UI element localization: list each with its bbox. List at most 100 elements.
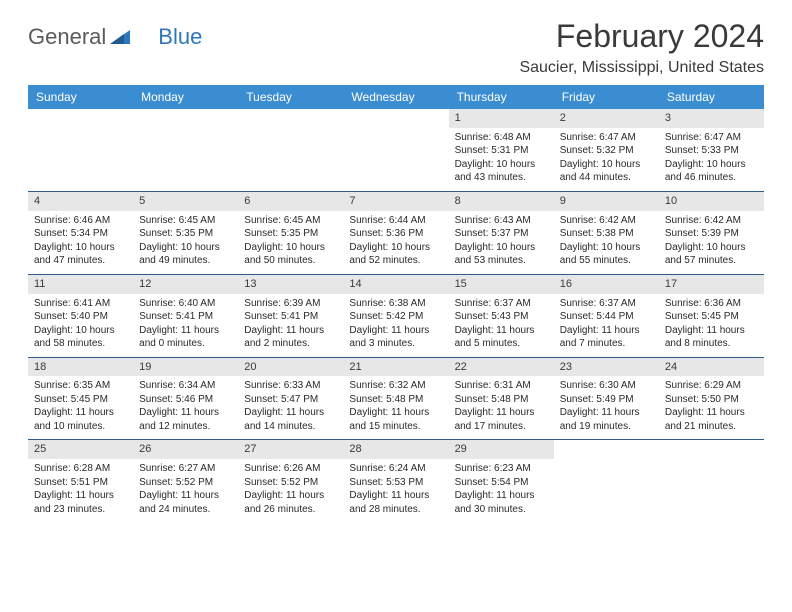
day-cell: 16Sunrise: 6:37 AMSunset: 5:44 PMDayligh… — [554, 275, 659, 357]
day-cell: 20Sunrise: 6:33 AMSunset: 5:47 PMDayligh… — [238, 358, 343, 440]
sunrise-line: Sunrise: 6:47 AM — [560, 131, 653, 145]
day-cell: 29Sunrise: 6:23 AMSunset: 5:54 PMDayligh… — [449, 440, 554, 522]
daylight-line: Daylight: 10 hours and 46 minutes. — [665, 158, 758, 185]
sunrise-line: Sunrise: 6:37 AM — [455, 297, 548, 311]
header: General Blue February 2024 Saucier, Miss… — [28, 18, 764, 77]
day-number: 28 — [343, 440, 448, 459]
day-number: 27 — [238, 440, 343, 459]
day-header: Saturday — [659, 85, 764, 109]
sunset-line: Sunset: 5:48 PM — [455, 393, 548, 407]
daylight-line: Daylight: 11 hours and 19 minutes. — [560, 406, 653, 433]
daylight-line: Daylight: 11 hours and 14 minutes. — [244, 406, 337, 433]
day-header: Friday — [554, 85, 659, 109]
day-number: 13 — [238, 275, 343, 294]
day-number: 9 — [554, 192, 659, 211]
sunset-line: Sunset: 5:48 PM — [349, 393, 442, 407]
sunrise-line: Sunrise: 6:42 AM — [560, 214, 653, 228]
day-cell: 26Sunrise: 6:27 AMSunset: 5:52 PMDayligh… — [133, 440, 238, 522]
day-cell: 24Sunrise: 6:29 AMSunset: 5:50 PMDayligh… — [659, 358, 764, 440]
sunset-line: Sunset: 5:49 PM — [560, 393, 653, 407]
day-cell — [28, 109, 133, 191]
daylight-line: Daylight: 11 hours and 10 minutes. — [34, 406, 127, 433]
sunrise-line: Sunrise: 6:45 AM — [139, 214, 232, 228]
day-number: 21 — [343, 358, 448, 377]
day-cell: 2Sunrise: 6:47 AMSunset: 5:32 PMDaylight… — [554, 109, 659, 191]
day-cell: 23Sunrise: 6:30 AMSunset: 5:49 PMDayligh… — [554, 358, 659, 440]
sunset-line: Sunset: 5:37 PM — [455, 227, 548, 241]
sunrise-line: Sunrise: 6:29 AM — [665, 379, 758, 393]
location: Saucier, Mississippi, United States — [519, 59, 764, 77]
week-row: 25Sunrise: 6:28 AMSunset: 5:51 PMDayligh… — [28, 439, 764, 522]
sunset-line: Sunset: 5:31 PM — [455, 144, 548, 158]
daylight-line: Daylight: 11 hours and 28 minutes. — [349, 489, 442, 516]
day-cell: 27Sunrise: 6:26 AMSunset: 5:52 PMDayligh… — [238, 440, 343, 522]
sunset-line: Sunset: 5:52 PM — [139, 476, 232, 490]
day-number: 19 — [133, 358, 238, 377]
month-title: February 2024 — [519, 18, 764, 55]
sunrise-line: Sunrise: 6:30 AM — [560, 379, 653, 393]
logo-triangle-icon — [110, 24, 130, 50]
day-cell: 8Sunrise: 6:43 AMSunset: 5:37 PMDaylight… — [449, 192, 554, 274]
daylight-line: Daylight: 11 hours and 17 minutes. — [455, 406, 548, 433]
day-cell: 9Sunrise: 6:42 AMSunset: 5:38 PMDaylight… — [554, 192, 659, 274]
daylight-line: Daylight: 10 hours and 50 minutes. — [244, 241, 337, 268]
sunset-line: Sunset: 5:45 PM — [665, 310, 758, 324]
sunrise-line: Sunrise: 6:41 AM — [34, 297, 127, 311]
week-row: 18Sunrise: 6:35 AMSunset: 5:45 PMDayligh… — [28, 357, 764, 440]
sunset-line: Sunset: 5:38 PM — [560, 227, 653, 241]
sunset-line: Sunset: 5:34 PM — [34, 227, 127, 241]
day-cell — [238, 109, 343, 191]
sunset-line: Sunset: 5:41 PM — [139, 310, 232, 324]
daylight-line: Daylight: 11 hours and 30 minutes. — [455, 489, 548, 516]
sunrise-line: Sunrise: 6:40 AM — [139, 297, 232, 311]
sunset-line: Sunset: 5:35 PM — [244, 227, 337, 241]
daylight-line: Daylight: 11 hours and 0 minutes. — [139, 324, 232, 351]
day-cell: 1Sunrise: 6:48 AMSunset: 5:31 PMDaylight… — [449, 109, 554, 191]
daylight-line: Daylight: 11 hours and 24 minutes. — [139, 489, 232, 516]
title-block: February 2024 Saucier, Mississippi, Unit… — [519, 18, 764, 77]
day-cell: 11Sunrise: 6:41 AMSunset: 5:40 PMDayligh… — [28, 275, 133, 357]
sunrise-line: Sunrise: 6:26 AM — [244, 462, 337, 476]
day-number: 24 — [659, 358, 764, 377]
weeks-container: 1Sunrise: 6:48 AMSunset: 5:31 PMDaylight… — [28, 109, 764, 522]
daylight-line: Daylight: 10 hours and 52 minutes. — [349, 241, 442, 268]
sunrise-line: Sunrise: 6:38 AM — [349, 297, 442, 311]
sunrise-line: Sunrise: 6:39 AM — [244, 297, 337, 311]
daylight-line: Daylight: 10 hours and 43 minutes. — [455, 158, 548, 185]
day-number: 22 — [449, 358, 554, 377]
daylight-line: Daylight: 10 hours and 44 minutes. — [560, 158, 653, 185]
day-cell — [343, 109, 448, 191]
day-cell: 22Sunrise: 6:31 AMSunset: 5:48 PMDayligh… — [449, 358, 554, 440]
day-number: 18 — [28, 358, 133, 377]
day-number: 25 — [28, 440, 133, 459]
day-cell — [554, 440, 659, 522]
sunrise-line: Sunrise: 6:33 AM — [244, 379, 337, 393]
sunset-line: Sunset: 5:39 PM — [665, 227, 758, 241]
sunset-line: Sunset: 5:52 PM — [244, 476, 337, 490]
day-cell — [133, 109, 238, 191]
daylight-line: Daylight: 11 hours and 15 minutes. — [349, 406, 442, 433]
day-number: 3 — [659, 109, 764, 128]
day-cell: 6Sunrise: 6:45 AMSunset: 5:35 PMDaylight… — [238, 192, 343, 274]
sunrise-line: Sunrise: 6:47 AM — [665, 131, 758, 145]
day-cell: 28Sunrise: 6:24 AMSunset: 5:53 PMDayligh… — [343, 440, 448, 522]
logo-text-blue: Blue — [158, 24, 202, 50]
week-row: 1Sunrise: 6:48 AMSunset: 5:31 PMDaylight… — [28, 109, 764, 191]
day-number: 1 — [449, 109, 554, 128]
sunrise-line: Sunrise: 6:24 AM — [349, 462, 442, 476]
daylight-line: Daylight: 11 hours and 8 minutes. — [665, 324, 758, 351]
sunrise-line: Sunrise: 6:27 AM — [139, 462, 232, 476]
daylight-line: Daylight: 11 hours and 23 minutes. — [34, 489, 127, 516]
sunrise-line: Sunrise: 6:43 AM — [455, 214, 548, 228]
day-number: 17 — [659, 275, 764, 294]
sunset-line: Sunset: 5:47 PM — [244, 393, 337, 407]
day-number: 29 — [449, 440, 554, 459]
daylight-line: Daylight: 11 hours and 2 minutes. — [244, 324, 337, 351]
sunrise-line: Sunrise: 6:42 AM — [665, 214, 758, 228]
day-header: Wednesday — [343, 85, 448, 109]
day-number: 5 — [133, 192, 238, 211]
day-number: 7 — [343, 192, 448, 211]
day-cell — [659, 440, 764, 522]
day-cell: 21Sunrise: 6:32 AMSunset: 5:48 PMDayligh… — [343, 358, 448, 440]
daylight-line: Daylight: 10 hours and 53 minutes. — [455, 241, 548, 268]
